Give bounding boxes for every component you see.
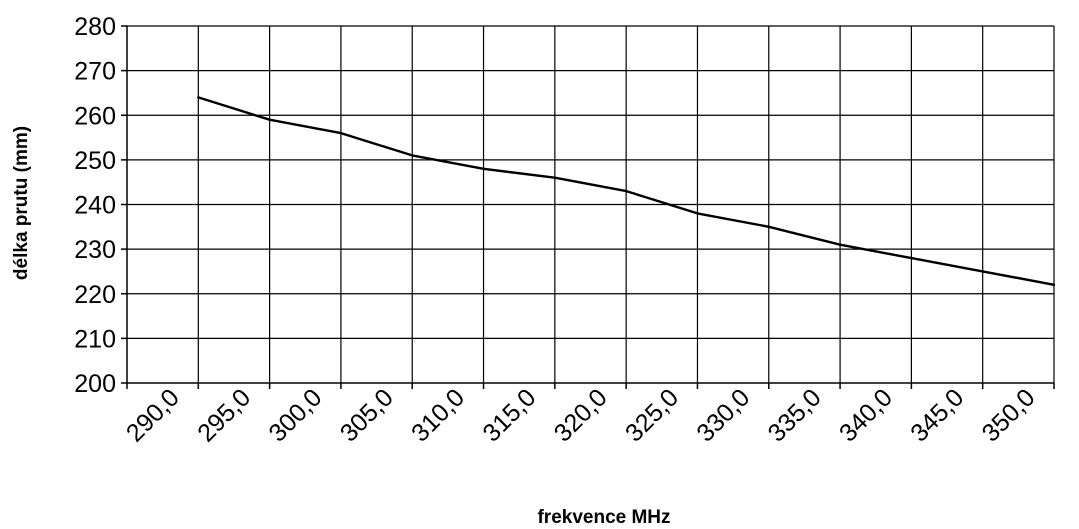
x-tick-label: 350,0 [977, 383, 1041, 447]
grid-lines [127, 25, 1055, 383]
data-point [268, 118, 271, 121]
y-tick-label: 220 [74, 281, 116, 309]
y-tick-label: 260 [74, 102, 116, 130]
x-tick-label: 340,0 [834, 383, 898, 447]
y-tick-label: 280 [74, 13, 116, 41]
data-point [910, 256, 913, 260]
x-tick-label: 330,0 [691, 383, 755, 447]
data-point [838, 243, 842, 246]
x-tick-label: 325,0 [620, 383, 684, 447]
x-tick-label: 320,0 [549, 383, 613, 447]
data-point [696, 212, 699, 215]
x-tick-label: 315,0 [477, 383, 541, 447]
data-point [981, 270, 984, 273]
x-tick-label: 290,0 [121, 383, 185, 447]
y-tick-label: 250 [74, 147, 116, 175]
x-tick-label: 345,0 [905, 383, 969, 447]
y-axis-title: délka prutu (mm) [11, 126, 32, 280]
x-tick-label: 305,0 [335, 383, 399, 447]
series-layer [197, 96, 1056, 287]
data-point [197, 96, 200, 99]
y-tick-label: 240 [74, 192, 116, 220]
y-tick-label: 210 [74, 325, 116, 353]
x-tick-label: 335,0 [763, 383, 827, 447]
axes [121, 25, 1055, 389]
x-tick-label: 295,0 [192, 383, 256, 447]
x-axis-title: frekvence MHz [537, 507, 670, 528]
data-point [767, 225, 770, 229]
data-point [411, 154, 414, 157]
y-tick-label: 230 [74, 236, 116, 264]
x-tick-labels: 290,0 295,0 300,0 305,0 310,0 315,0 320,0 325,0… [121, 383, 1041, 447]
data-point [339, 131, 343, 135]
y-tick-label: 200 [74, 370, 116, 398]
data-point [482, 167, 485, 170]
data-point [624, 189, 628, 193]
x-tick-label: 300,0 [263, 383, 327, 447]
y-tick-labels: 200 210 220 230 240 250 260 270 280 [74, 13, 116, 398]
data-point [1052, 283, 1056, 287]
data-point [553, 176, 557, 179]
y-tick-label: 270 [74, 58, 116, 86]
x-tick-label: 310,0 [406, 383, 470, 447]
